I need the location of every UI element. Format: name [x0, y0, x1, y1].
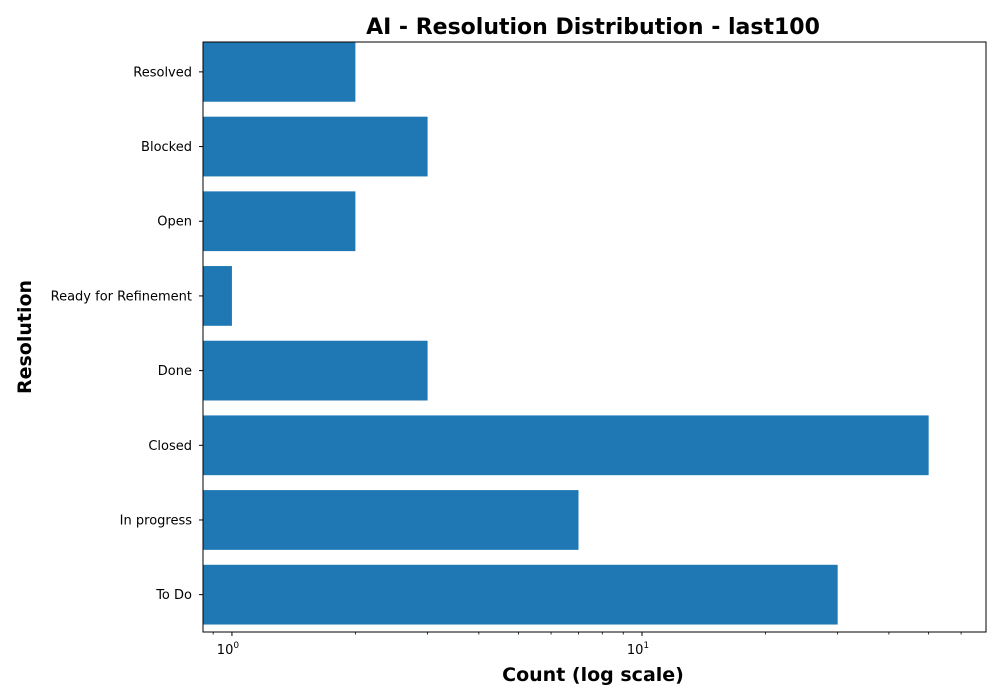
bar-to-do	[203, 564, 838, 625]
chart-title: AI - Resolution Distribution - last100	[366, 15, 820, 40]
bar-closed	[203, 415, 929, 476]
y-axis-label: Resolution	[14, 280, 36, 394]
x-ticks-group: 100 101	[212, 632, 962, 658]
bar-resolved	[203, 42, 356, 102]
bar-done	[203, 340, 428, 401]
y-tick-label-done: Done	[158, 364, 192, 379]
plot-frame	[202, 41, 987, 633]
bar-ready-for-refinement	[203, 266, 232, 326]
y-tick-label-blocked: Blocked	[141, 140, 192, 155]
y-tick-label-ready-for-refinement: Ready for Refinement	[51, 289, 192, 304]
y-tick-label-to-do: To Do	[155, 588, 192, 603]
bar-open	[203, 191, 356, 252]
bars-group	[203, 42, 929, 625]
bar-blocked	[203, 116, 428, 177]
y-tick-label-in-progress: In progress	[120, 513, 193, 528]
bar-in-progress	[203, 490, 579, 550]
x-tick-label: 101	[627, 641, 649, 658]
y-tick-label-resolved: Resolved	[133, 65, 192, 80]
y-tick-label-open: Open	[157, 215, 192, 230]
y-tick-label-closed: Closed	[148, 439, 192, 454]
x-axis-label: Count (log scale)	[502, 664, 684, 686]
y-ticks-group: To Do In progress Closed Done Ready for Refi…	[51, 65, 203, 603]
x-tick-label: 100	[217, 641, 240, 658]
